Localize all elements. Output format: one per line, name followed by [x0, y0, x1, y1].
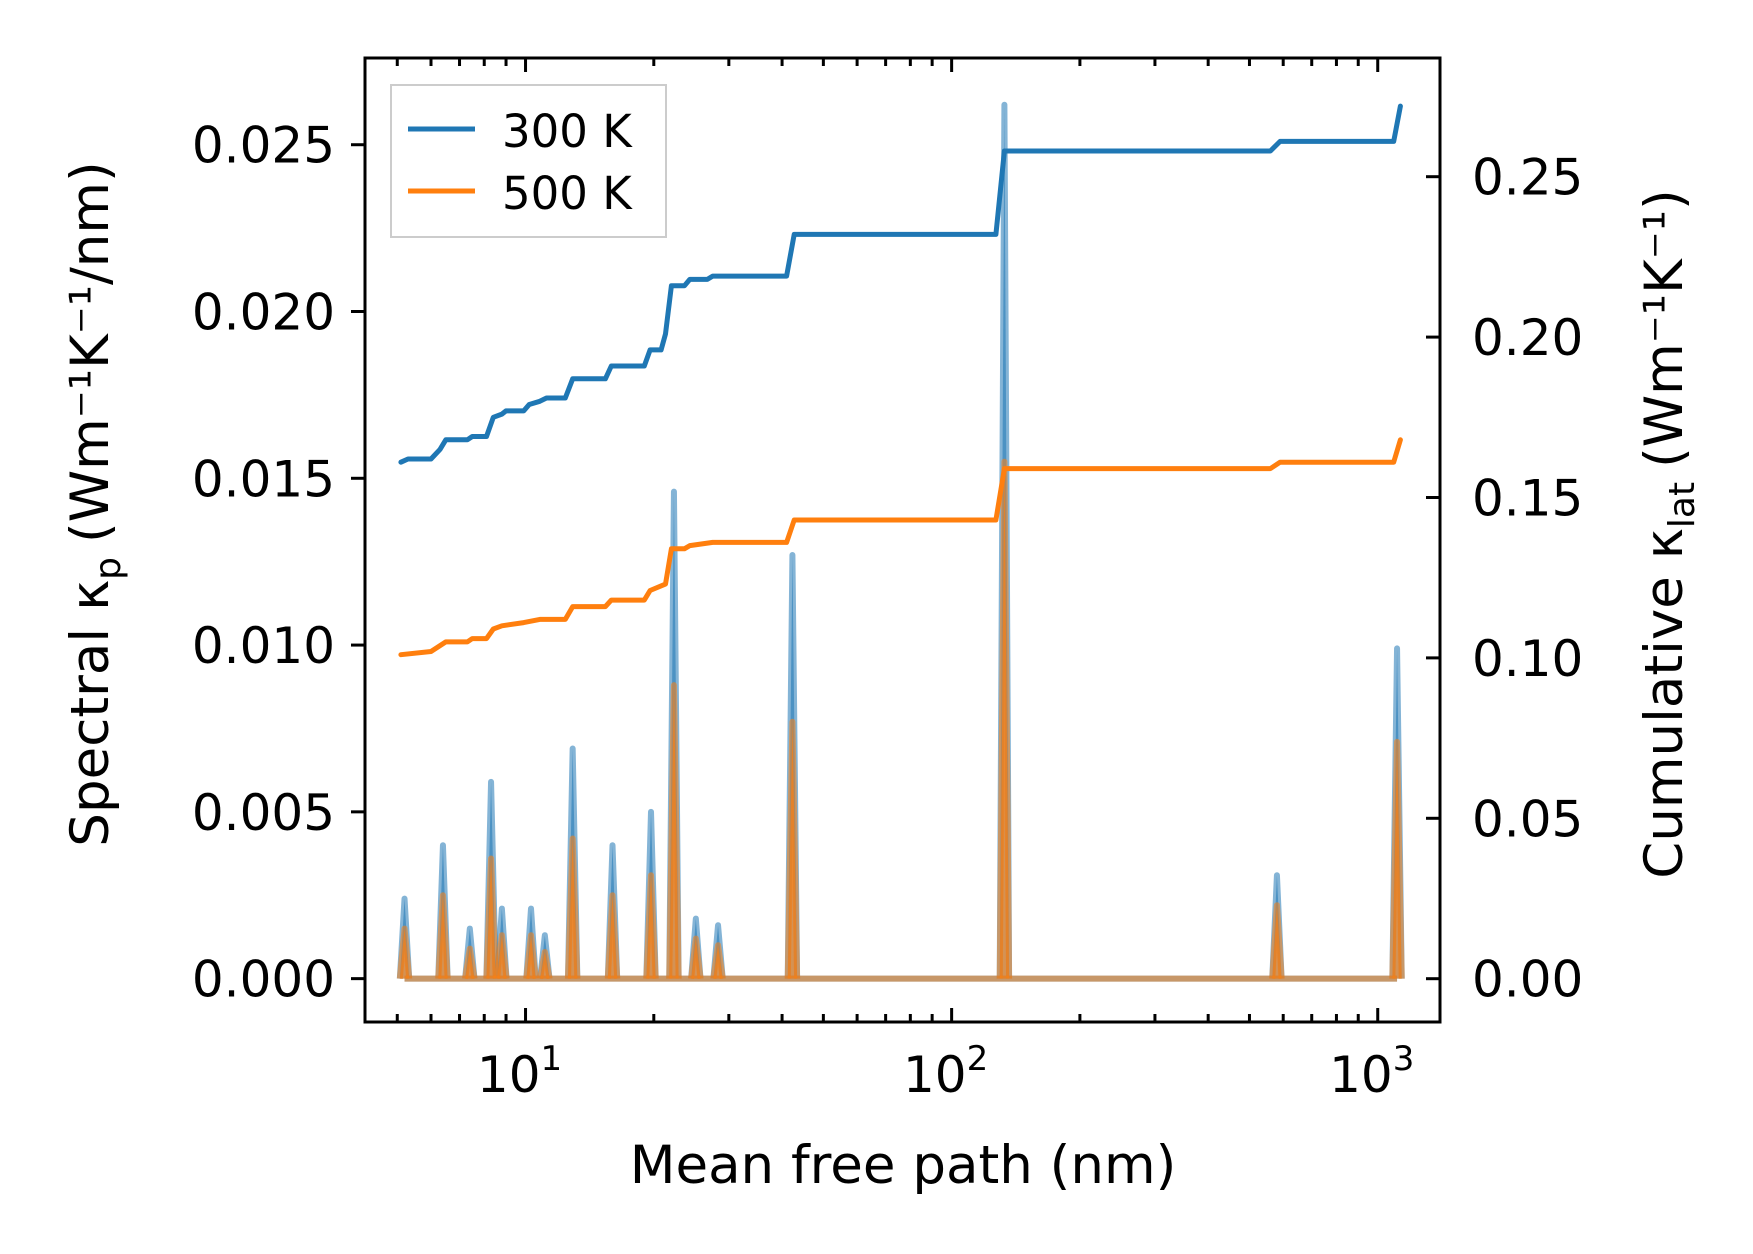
spectral-peak-500k-1	[435, 892, 451, 979]
legend: 300 K 500 K	[390, 84, 667, 238]
left-y-label-base: Spectral κ	[60, 580, 121, 847]
legend-label-300k: 300 K	[502, 105, 633, 158]
spectral-peak-500k-10	[666, 682, 682, 979]
left-y-tick-label-4: 0.020	[192, 284, 335, 342]
x-tick-label-exponent: 3	[1393, 1039, 1415, 1079]
axes: 101 102 1030.0000.0050.0100.0150.0200.0250…	[192, 56, 1583, 1104]
spectral-peak-500k-16	[1389, 738, 1405, 979]
x-tick-label-1: 102	[903, 1039, 988, 1104]
right-y-tick-label-4: 0.20	[1472, 309, 1583, 367]
clipped-series	[396, 101, 1405, 982]
x-tick-label-exponent: 1	[541, 1039, 563, 1079]
cumulative-line-300k	[398, 103, 1403, 465]
axes-frame	[363, 56, 1442, 1024]
right-y-tick-label-0: 0.00	[1472, 951, 1583, 1009]
spectral-peak-500k-14	[996, 458, 1013, 979]
spectral-peak-500k-5	[523, 932, 539, 979]
left-y-tick-label-0: 0.000	[192, 951, 335, 1009]
spectral-peak-500k-4	[494, 932, 510, 979]
legend-label-500k: 500 K	[502, 167, 633, 220]
spectral-peak-500k-9	[643, 872, 659, 979]
left-y-tick-label-1: 0.005	[192, 784, 335, 842]
left-y-label-subscript: p	[88, 557, 129, 580]
right-y-tick-label-3: 0.15	[1472, 469, 1583, 527]
right-y-label-subscript: lat	[1662, 482, 1703, 528]
right-y-label-base: Cumulative κ	[1634, 528, 1695, 879]
right-y-tick-label-2: 0.10	[1472, 630, 1583, 688]
left-y-label-units: (Wm⁻¹K⁻¹/nm)	[60, 161, 121, 543]
spectral-peak-500k-3	[483, 855, 499, 979]
cumulative-line-500k	[398, 437, 1403, 658]
spectral-peak-500k-12	[710, 942, 726, 980]
x-tick-label-base: 10	[1329, 1046, 1393, 1104]
spectral-peak-500k-7	[564, 835, 581, 979]
spectral-peak-500k-11	[688, 935, 704, 979]
spectral-peak-500k-15	[1269, 902, 1285, 979]
left-y-axis-label: Spectral κp (Wm⁻¹K⁻¹/nm)	[60, 161, 129, 846]
left-y-tick-label-5: 0.025	[192, 117, 335, 175]
right-y-tick-label-5: 0.25	[1472, 149, 1583, 207]
right-y-label-units: (Wm⁻¹K⁻¹)	[1634, 189, 1695, 468]
spectral-peak-500k-0	[396, 925, 413, 979]
x-tick-label-2: 103	[1329, 1039, 1414, 1104]
left-y-tick-label-3: 0.015	[192, 450, 335, 508]
right-y-axis-label: Cumulative κlat (Wm⁻¹K⁻¹)	[1634, 189, 1703, 878]
x-tick-label-0: 101	[477, 1039, 562, 1104]
legend-frame	[390, 84, 667, 238]
spectral-peak-500k-8	[604, 892, 621, 979]
x-tick-label-base: 10	[903, 1046, 967, 1104]
left-y-tick-label-2: 0.010	[192, 617, 335, 675]
x-tick-label-base: 10	[477, 1046, 541, 1104]
spectral-peak-500k-2	[462, 945, 478, 980]
x-axis-label: Mean free path (nm)	[630, 1135, 1177, 1196]
x-tick-label-exponent: 2	[967, 1039, 989, 1079]
right-y-tick-label-1: 0.05	[1472, 790, 1583, 848]
plot-area	[396, 101, 1405, 982]
spectral-peak-500k-13	[784, 718, 801, 979]
spectral-peak-500k-6	[537, 948, 553, 980]
